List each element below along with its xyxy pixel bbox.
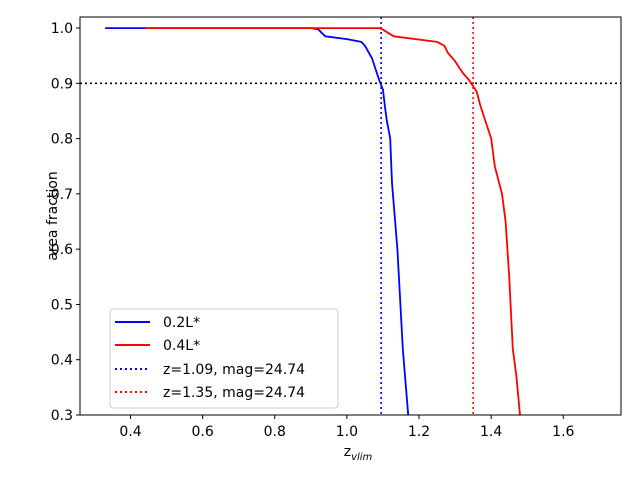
legend: 0.2L* 0.4L* z=1.09, mag=24.74 z=1.35, ma… bbox=[109, 308, 339, 409]
x-axis-label: zvlim bbox=[344, 444, 373, 463]
x-axis-label-main: z bbox=[344, 444, 351, 460]
series-lines bbox=[105, 27, 521, 416]
x-tick-label: 0.4 bbox=[119, 424, 141, 440]
y-axis: 0.3 0.4 0.5 0.6 0.7 0.8 0.9 1.0 bbox=[51, 21, 80, 424]
legend-entry: z=1.35, mag=24.74 bbox=[115, 385, 305, 401]
series-line-0 bbox=[105, 27, 410, 416]
y-tick-label: 1.0 bbox=[51, 21, 73, 37]
y-tick-label: 0.3 bbox=[51, 408, 73, 424]
legend-entry: 0.4L* bbox=[115, 338, 200, 354]
y-tick-label: 0.7 bbox=[51, 187, 73, 203]
x-tick-label: 1.0 bbox=[336, 424, 358, 440]
legend-entry: 0.2L* bbox=[115, 315, 200, 331]
series-line-1 bbox=[144, 27, 521, 416]
y-tick-label: 0.6 bbox=[51, 242, 73, 258]
legend-label: z=1.35, mag=24.74 bbox=[163, 385, 305, 401]
legend-label: 0.4L* bbox=[163, 338, 200, 354]
legend-box bbox=[109, 308, 339, 409]
legend-label: 0.2L* bbox=[163, 315, 200, 331]
x-tick-label: 0.8 bbox=[264, 424, 286, 440]
y-axis-label: area fraction bbox=[45, 171, 61, 260]
y-tick-label: 0.4 bbox=[51, 353, 73, 369]
x-axis-label-subscript: vlim bbox=[351, 452, 372, 463]
y-tick-label: 0.5 bbox=[51, 297, 73, 313]
x-axis: 0.4 0.6 0.8 1.0 1.2 1.4 1.6 bbox=[119, 415, 575, 440]
x-tick-label: 0.6 bbox=[191, 424, 213, 440]
x-tick-label: 1.6 bbox=[552, 424, 574, 440]
legend-entry: z=1.09, mag=24.74 bbox=[115, 362, 305, 378]
x-tick-label: 1.2 bbox=[408, 424, 430, 440]
y-tick-label: 0.9 bbox=[51, 76, 73, 92]
plot-frame bbox=[79, 16, 622, 416]
legend-label: z=1.09, mag=24.74 bbox=[163, 362, 305, 378]
x-tick-label: 1.4 bbox=[480, 424, 502, 440]
y-tick-label: 0.8 bbox=[51, 132, 73, 148]
